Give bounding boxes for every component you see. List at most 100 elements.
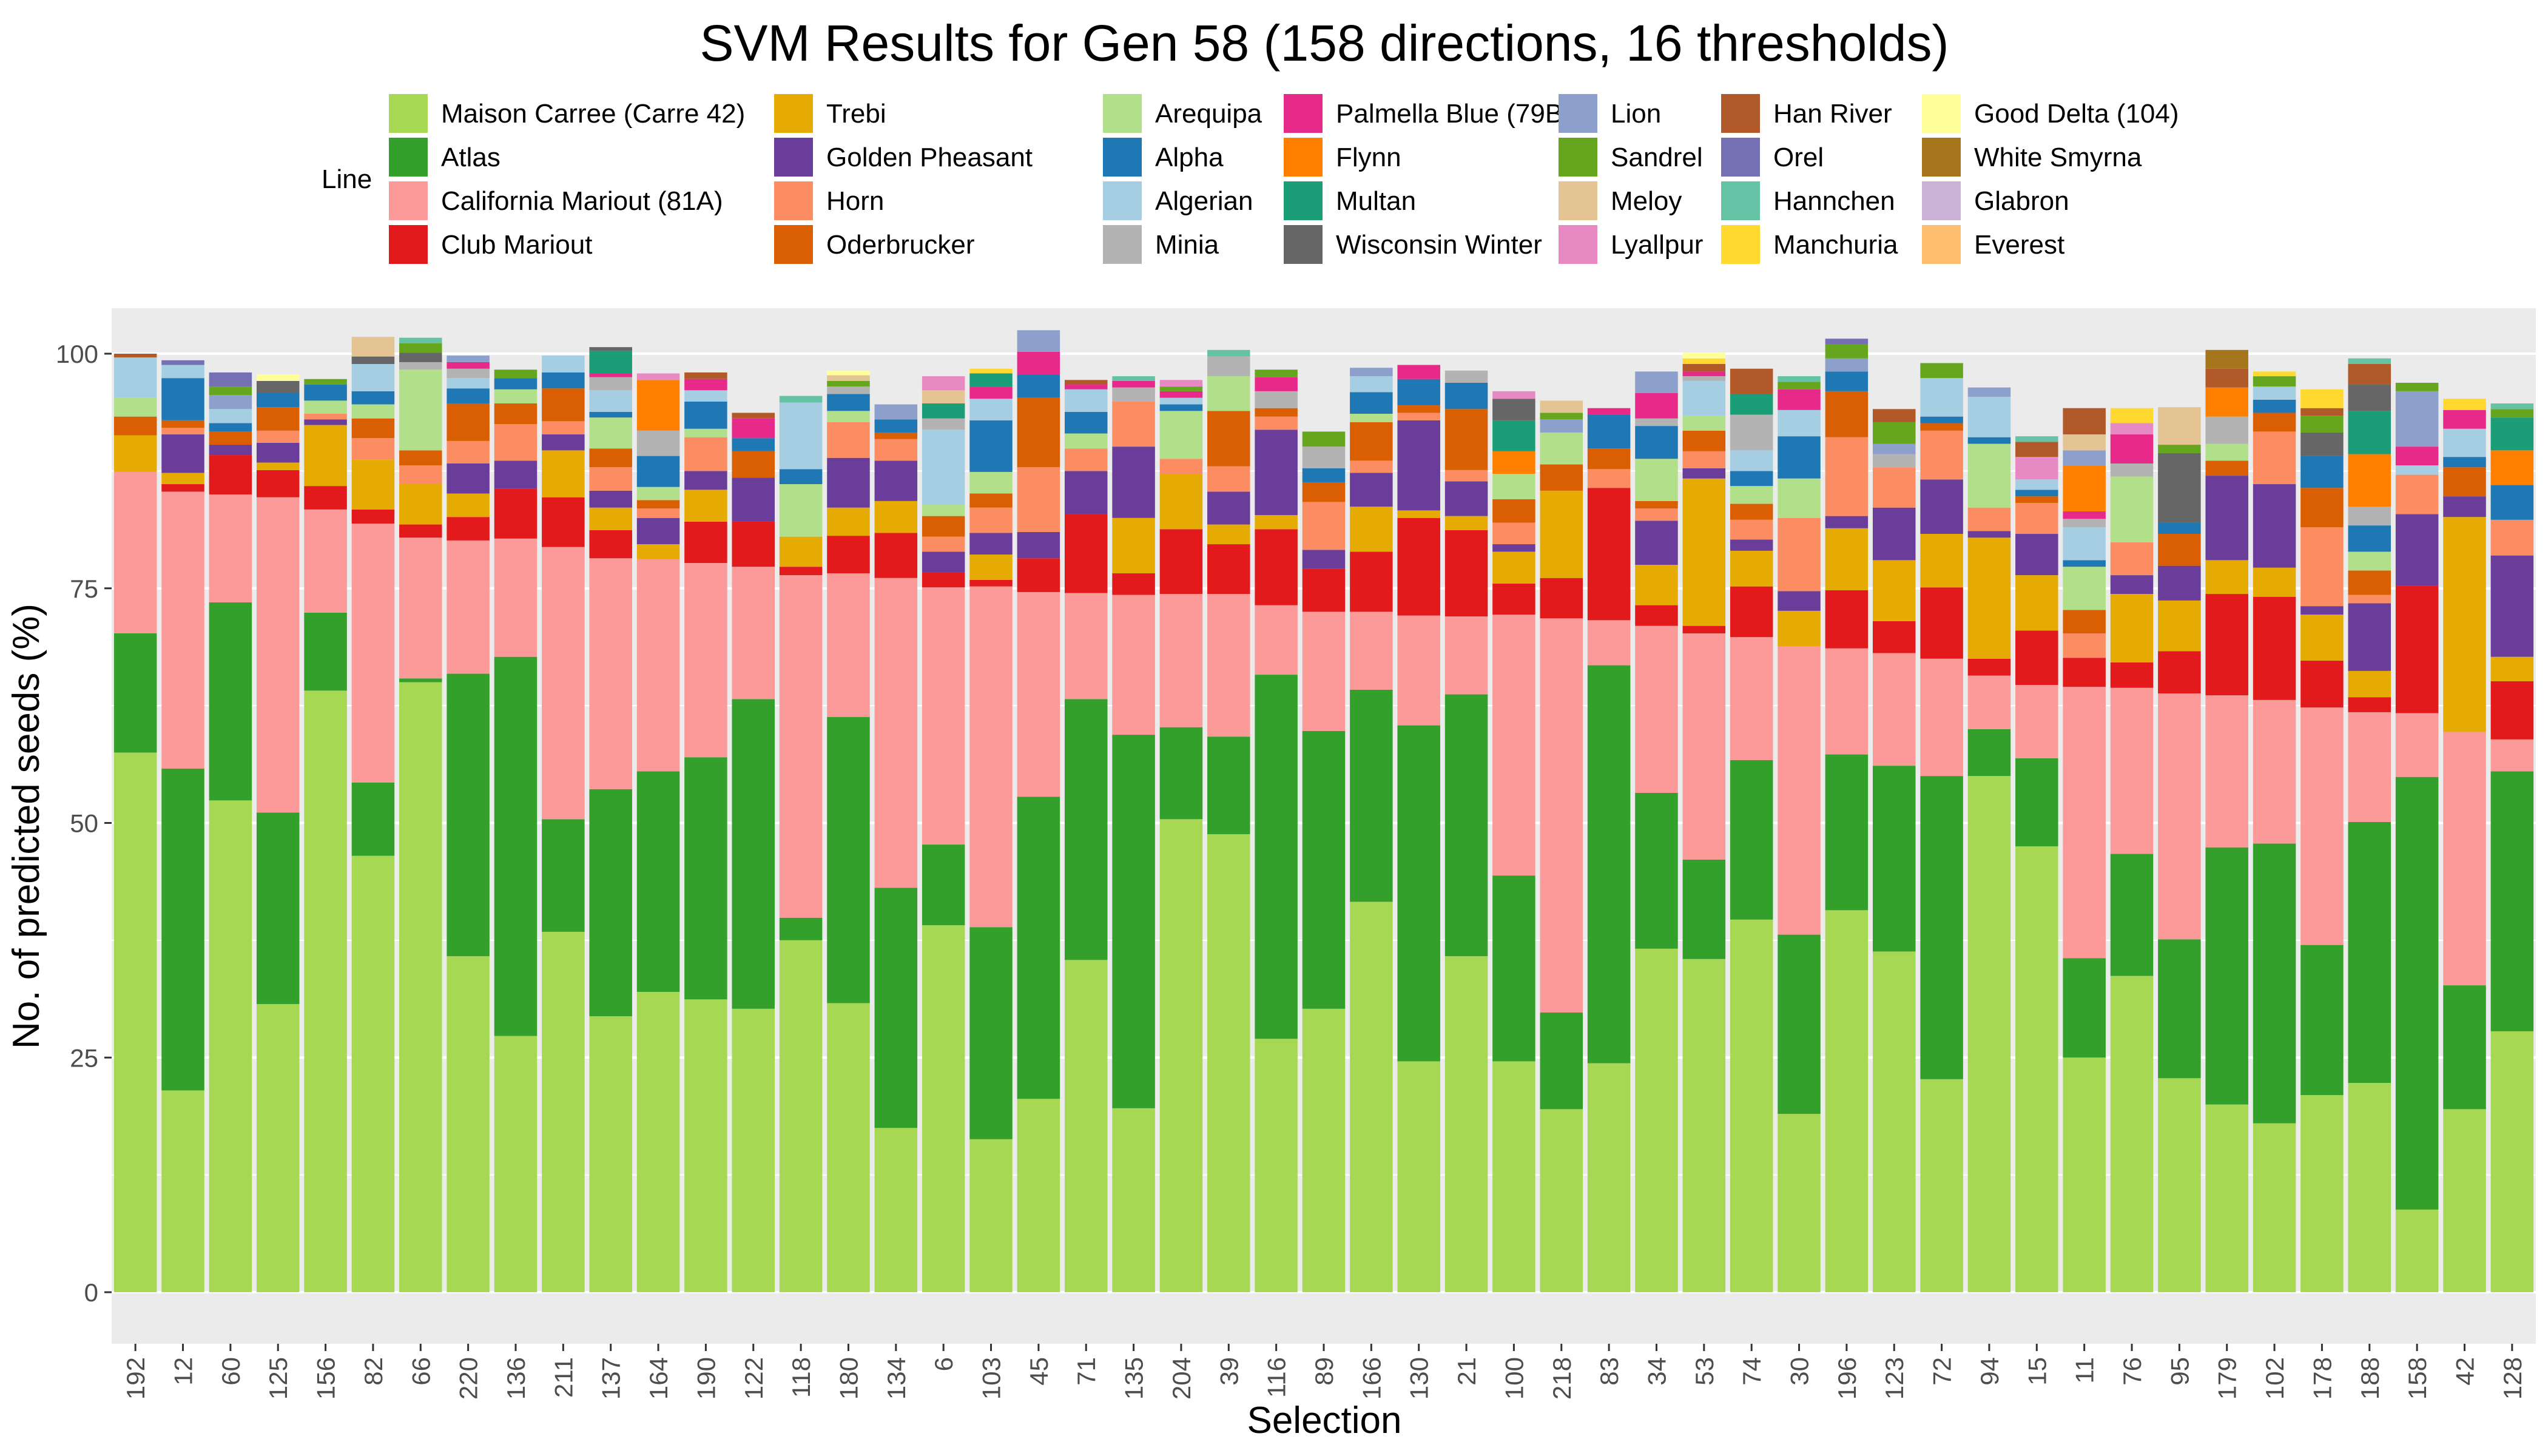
bar-segment	[113, 471, 157, 634]
legend-item: Manchuria	[1721, 225, 1898, 264]
bar-segment	[922, 403, 965, 419]
bar-segment	[113, 397, 157, 417]
bar-segment	[1540, 413, 1583, 420]
bar-segment	[1872, 507, 1916, 561]
bar-segment	[494, 656, 538, 1036]
bar-segment	[1492, 420, 1535, 451]
x-tick-label: 125	[264, 1357, 292, 1400]
legend-swatch	[1103, 138, 1142, 177]
bar-stack-74	[1730, 368, 1773, 1292]
bar-segment	[1778, 410, 1821, 437]
bar-segment	[1967, 531, 2011, 538]
bar-segment	[1540, 490, 1583, 578]
bar-segment	[827, 386, 870, 394]
bar-segment	[494, 460, 538, 489]
bar-segment	[1112, 573, 1155, 595]
bar-segment	[1159, 391, 1203, 398]
bar-segment	[922, 418, 965, 430]
bar-segment	[1159, 819, 1203, 1292]
bar-segment	[1017, 592, 1060, 797]
bar-segment	[1064, 514, 1108, 593]
bar-segment	[1730, 637, 1773, 760]
bar-segment	[684, 372, 727, 379]
bar-segment	[542, 388, 585, 422]
bar-segment	[1540, 432, 1583, 465]
bar-segment	[304, 509, 347, 613]
bar-segment	[2490, 1031, 2534, 1292]
bar-segment	[2015, 758, 2058, 847]
bar-segment	[2015, 490, 2058, 497]
bar-segment	[732, 521, 775, 567]
bar-segment	[1778, 478, 1821, 518]
bar-segment	[1444, 481, 1488, 516]
y-tick-label: 75	[70, 575, 98, 603]
bar-segment	[2110, 476, 2154, 542]
y-tick-label: 100	[56, 340, 98, 368]
legend-item: Oderbrucker	[774, 225, 975, 264]
x-tick-label: 180	[834, 1357, 863, 1400]
bar-segment	[399, 450, 442, 466]
bar-segment	[1255, 430, 1298, 516]
bar-segment	[1255, 515, 1298, 530]
bar-segment	[779, 567, 823, 576]
bar-segment	[779, 469, 823, 485]
bar-segment	[256, 380, 300, 393]
legend-item: Lyallpur	[1559, 225, 1703, 264]
bar-segment	[2253, 399, 2296, 413]
bar-segment	[161, 434, 204, 473]
bar-segment	[1635, 565, 1678, 605]
x-tick-label: 204	[1167, 1357, 1196, 1400]
bar-segment	[589, 347, 632, 351]
bar-segment	[827, 375, 870, 381]
bar-segment	[2348, 603, 2391, 671]
bar-segment	[1635, 792, 1678, 949]
bar-segment	[1397, 379, 1440, 406]
bar-segment	[1350, 376, 1393, 393]
bar-segment	[636, 487, 680, 500]
bar-segment	[161, 1090, 204, 1292]
bar-segment	[351, 524, 395, 783]
bar-segment	[1064, 960, 1108, 1292]
bar-segment	[1255, 391, 1298, 408]
legend-label: Everest	[1974, 230, 2064, 260]
bar-segment	[2110, 434, 2154, 463]
legend-item: Meloy	[1559, 181, 1682, 220]
bar-segment	[1635, 371, 1678, 393]
bar-segment	[2395, 382, 2439, 391]
bar-segment	[2110, 575, 2154, 595]
bar-segment	[2205, 695, 2248, 848]
x-tick-label: 136	[502, 1357, 530, 1400]
bar-segment	[969, 1139, 1013, 1292]
bar-segment	[2300, 660, 2344, 708]
bar-segment	[2158, 407, 2201, 445]
bar-segment	[874, 419, 918, 433]
bar-segment	[1872, 951, 1916, 1292]
bar-segment	[1587, 414, 1631, 449]
bar-segment	[2443, 457, 2486, 468]
bar-segment	[2395, 465, 2439, 475]
legend-label: Horn	[826, 186, 884, 216]
bar-segment	[2395, 777, 2439, 1210]
bar-segment	[2300, 432, 2344, 456]
bar-segment	[969, 471, 1013, 494]
bar-segment	[1730, 760, 1773, 920]
legend-swatch	[1103, 94, 1142, 133]
bar-stack-12	[161, 360, 204, 1292]
bar-segment	[2110, 408, 2154, 423]
x-tick-label: 12	[169, 1357, 198, 1386]
x-tick-label: 60	[217, 1357, 245, 1386]
x-tick-label: 82	[359, 1357, 388, 1386]
bar-segment	[1682, 371, 1726, 377]
bar-segment	[1730, 486, 1773, 504]
bar-segment	[399, 465, 442, 485]
x-tick-label: 30	[1785, 1357, 1814, 1386]
bar-segment	[1730, 414, 1773, 451]
y-tick-label: 50	[70, 809, 98, 838]
bar-segment	[874, 533, 918, 578]
bar-segment	[969, 927, 1013, 1139]
bar-segment	[2253, 843, 2296, 1124]
bar-segment	[1159, 404, 1203, 411]
bar-segment	[161, 473, 204, 485]
bar-segment	[542, 421, 585, 435]
bar-segment	[2348, 712, 2391, 822]
